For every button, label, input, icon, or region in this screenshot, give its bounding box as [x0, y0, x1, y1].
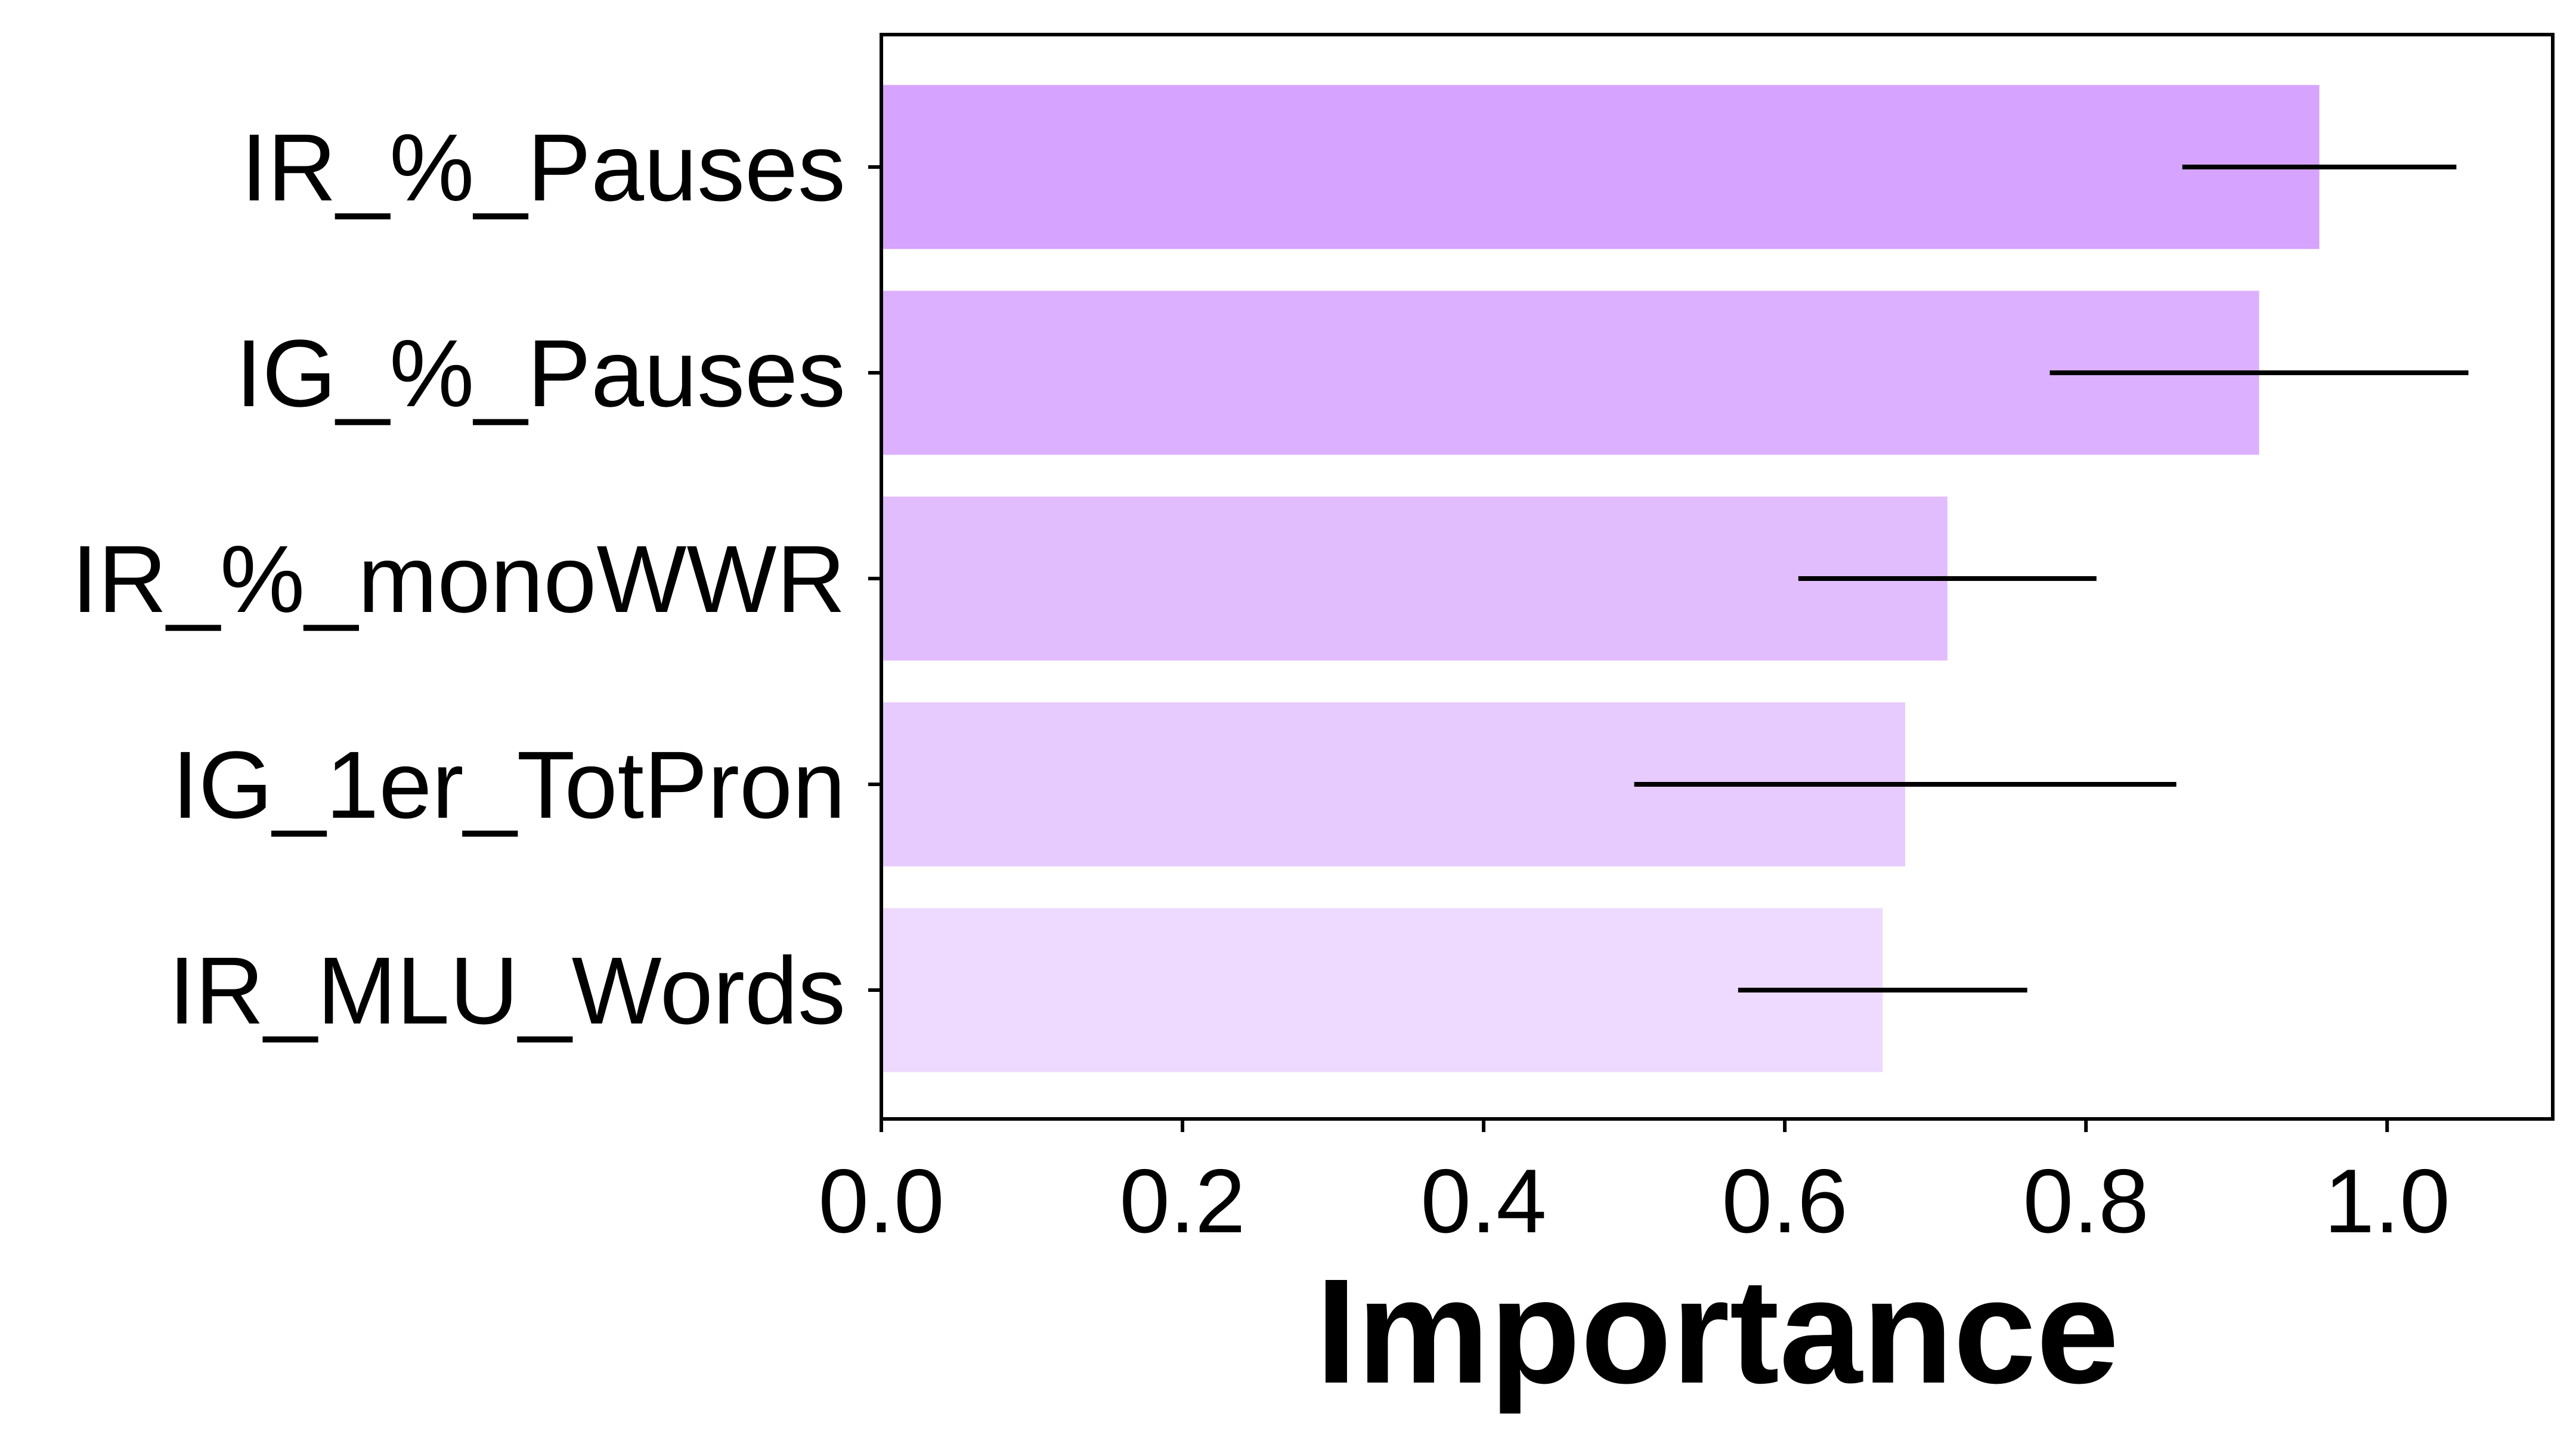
- bar: [881, 290, 2259, 455]
- x-axis: 0.0 0.2 0.4 0.6 0.8 1.0: [818, 1119, 2450, 1252]
- y-tick-label: IR_MLU_Words: [169, 937, 846, 1044]
- x-tick-label: 0.4: [1420, 1151, 1546, 1252]
- y-tick-label: IR_%_monoWWR: [72, 525, 846, 632]
- x-tick-label: 1.0: [2324, 1151, 2450, 1252]
- y-tick-label: IG_%_Pauses: [236, 320, 846, 426]
- x-tick-label: 0.6: [1722, 1151, 1847, 1252]
- bar: [881, 496, 1948, 661]
- y-axis: IR_%_Pauses IG_%_Pauses IR_%_monoWWR IG_1er…: [72, 114, 881, 1044]
- error-bars-layer: [1634, 165, 2469, 992]
- bar: [881, 908, 1883, 1072]
- bars-layer: [881, 85, 2320, 1072]
- y-tick-label: IR_%_Pauses: [241, 114, 846, 221]
- bar: [881, 85, 2320, 249]
- x-tick-label: 0.0: [818, 1151, 944, 1252]
- x-tick-label: 0.2: [1119, 1151, 1245, 1252]
- x-axis-title: Importance: [1315, 1248, 2119, 1414]
- y-tick-label: IG_1er_TotPron: [172, 731, 846, 838]
- x-tick-label: 0.8: [2023, 1151, 2149, 1252]
